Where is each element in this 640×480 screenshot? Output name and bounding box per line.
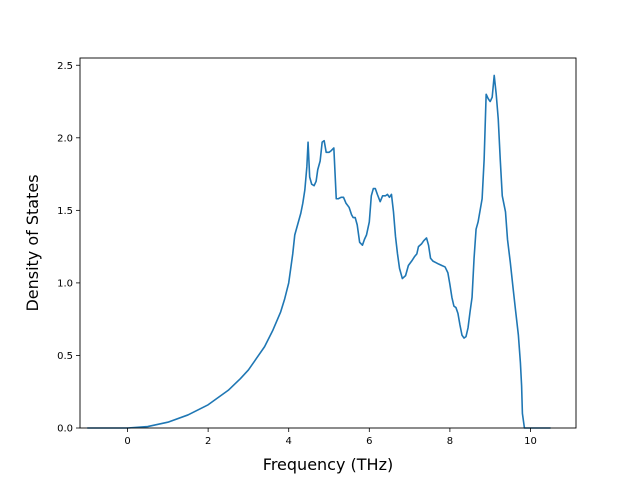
x-tick-label: 8 (447, 436, 453, 447)
x-axis-label: Frequency (THz) (263, 455, 393, 474)
y-tick-label: 2.5 (57, 61, 73, 72)
y-tick-label: 0.5 (57, 351, 73, 362)
y-tick-label: 1.5 (57, 206, 73, 217)
x-tick-label: 0 (124, 436, 130, 447)
x-tick-label: 4 (286, 436, 292, 447)
plot-background (80, 58, 576, 428)
y-axis: 0.0 0.5 1.0 1.5 2.0 2.5 (57, 61, 80, 435)
x-tick-label: 2 (205, 436, 211, 447)
x-axis: 0 2 4 6 8 10 (124, 428, 537, 447)
plot-frame (79, 57, 577, 429)
y-tick-label: 2.0 (57, 133, 73, 144)
x-tick-label: 10 (524, 436, 537, 447)
y-axis-label: Density of States (23, 174, 42, 311)
dos-line-series-0 (87, 74, 551, 429)
x-tick-label: 6 (366, 436, 372, 447)
y-tick-label: 1.0 (57, 278, 73, 289)
y-tick-label: 0.0 (57, 424, 73, 435)
series-layer (87, 74, 551, 429)
